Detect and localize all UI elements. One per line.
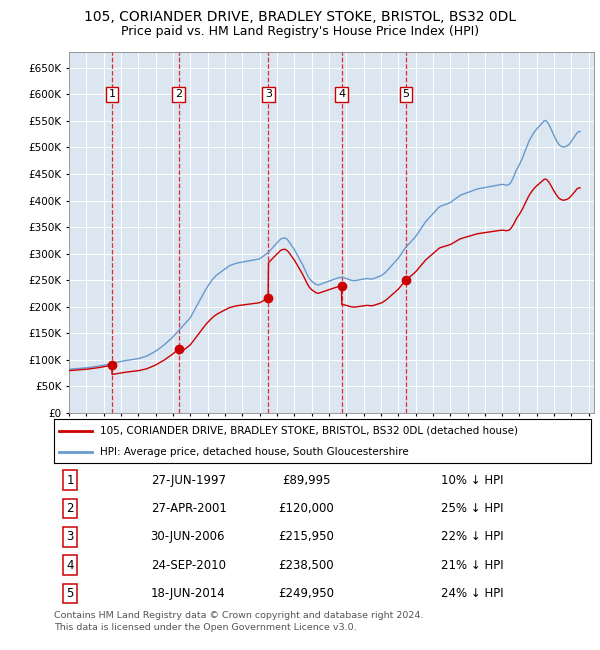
Text: 5: 5 <box>403 90 410 99</box>
Text: 2: 2 <box>67 502 74 515</box>
Text: 4: 4 <box>67 559 74 572</box>
Text: 105, CORIANDER DRIVE, BRADLEY STOKE, BRISTOL, BS32 0DL: 105, CORIANDER DRIVE, BRADLEY STOKE, BRI… <box>84 10 516 24</box>
Text: 24% ↓ HPI: 24% ↓ HPI <box>440 587 503 600</box>
Text: 4: 4 <box>338 90 345 99</box>
Text: 105, CORIANDER DRIVE, BRADLEY STOKE, BRISTOL, BS32 0DL (detached house): 105, CORIANDER DRIVE, BRADLEY STOKE, BRI… <box>100 426 518 436</box>
Text: 3: 3 <box>265 90 272 99</box>
Text: £120,000: £120,000 <box>278 502 334 515</box>
Text: 2: 2 <box>175 90 182 99</box>
Text: 27-JUN-1997: 27-JUN-1997 <box>151 474 226 487</box>
Text: 18-JUN-2014: 18-JUN-2014 <box>151 587 226 600</box>
Text: 24-SEP-2010: 24-SEP-2010 <box>151 559 226 572</box>
Text: £89,995: £89,995 <box>282 474 331 487</box>
Text: 10% ↓ HPI: 10% ↓ HPI <box>440 474 503 487</box>
Text: 1: 1 <box>109 90 115 99</box>
Text: 27-APR-2001: 27-APR-2001 <box>151 502 227 515</box>
Text: 1: 1 <box>67 474 74 487</box>
Text: £238,500: £238,500 <box>278 559 334 572</box>
Text: 5: 5 <box>67 587 74 600</box>
Text: HPI: Average price, detached house, South Gloucestershire: HPI: Average price, detached house, Sout… <box>100 447 409 457</box>
Text: £249,950: £249,950 <box>278 587 334 600</box>
Text: 30-JUN-2006: 30-JUN-2006 <box>151 530 225 543</box>
Text: 25% ↓ HPI: 25% ↓ HPI <box>440 502 503 515</box>
Text: 3: 3 <box>67 530 74 543</box>
Text: £215,950: £215,950 <box>278 530 334 543</box>
Text: Price paid vs. HM Land Registry's House Price Index (HPI): Price paid vs. HM Land Registry's House … <box>121 25 479 38</box>
Text: Contains HM Land Registry data © Crown copyright and database right 2024.
This d: Contains HM Land Registry data © Crown c… <box>54 611 424 632</box>
Text: 21% ↓ HPI: 21% ↓ HPI <box>440 559 503 572</box>
Text: 22% ↓ HPI: 22% ↓ HPI <box>440 530 503 543</box>
